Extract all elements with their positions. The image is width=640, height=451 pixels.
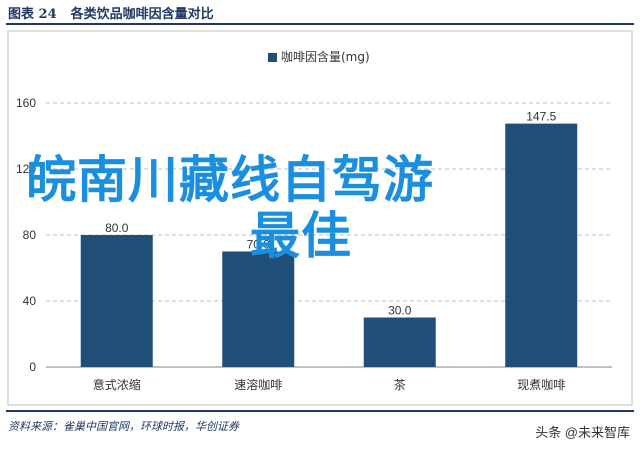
y-tick-label: 120 — [16, 162, 36, 176]
watermark-overlay: 皖南川藏线自驾游 最佳 — [26, 152, 434, 264]
bar-chart: 0 40 80 120 160 咖啡因含量(mg) 80.0 意式浓缩 70.0 速溶咖啡 30.0… — [7, 30, 633, 406]
chart-frame — [7, 30, 633, 406]
figure-label: 图表 24 — [8, 7, 57, 22]
data-label: 147.5 — [526, 110, 556, 124]
y-tick-label: 160 — [16, 96, 36, 110]
bar — [505, 123, 578, 367]
x-tick-label: 现煮咖啡 — [517, 377, 565, 392]
y-tick-label: 0 — [29, 360, 36, 374]
x-tick-label: 意式浓缩 — [93, 377, 141, 392]
y-tick-label: 40 — [23, 294, 37, 308]
bottom-rule — [6, 410, 634, 412]
x-tick-label: 茶 — [394, 377, 406, 392]
y-tick-label: 80 — [23, 228, 37, 242]
bar — [363, 317, 436, 367]
brand-watermark: 头条 @未来智库 — [535, 425, 630, 440]
top-rule — [6, 23, 634, 25]
legend-label: 咖啡因含量(mg) — [281, 49, 370, 64]
source-note: 资料来源：雀巢中国官网，环球时报，华创证券 — [8, 420, 239, 433]
watermark-line-1: 皖南川藏线自驾游 — [26, 151, 434, 209]
data-label: 70.0 — [247, 238, 271, 252]
data-label: 80.0 — [105, 221, 129, 235]
x-tick-label: 速溶咖啡 — [234, 377, 282, 392]
bar — [80, 235, 153, 367]
figure-title: 图表 24 各类饮品咖啡因含量对比 — [8, 3, 214, 22]
figure-title-text: 各类饮品咖啡因含量对比 — [70, 7, 214, 22]
watermark-line-2: 最佳 — [250, 207, 352, 265]
data-label: 30.0 — [388, 304, 412, 318]
bar — [222, 251, 295, 367]
legend-swatch — [268, 53, 277, 62]
